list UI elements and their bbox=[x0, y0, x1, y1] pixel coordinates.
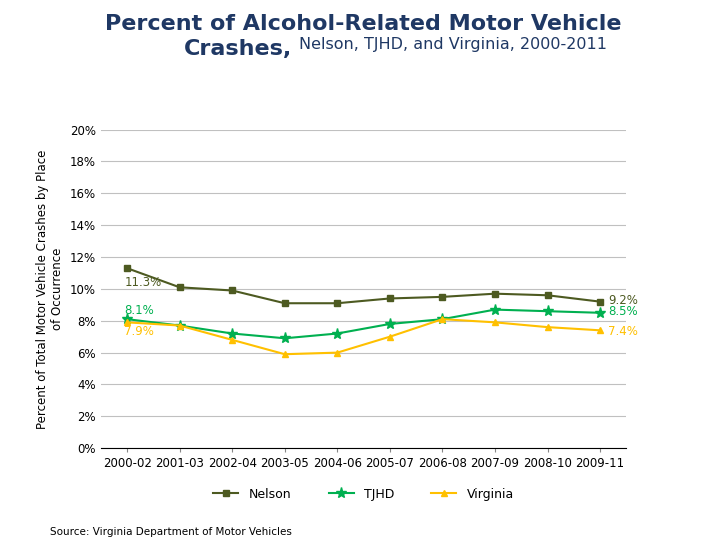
Text: Percent of Alcohol-Related Motor Vehicle: Percent of Alcohol-Related Motor Vehicle bbox=[105, 14, 622, 33]
Text: 8.1%: 8.1% bbox=[125, 304, 154, 317]
Text: Nelson, TJHD, and Virginia, 2000-2011: Nelson, TJHD, and Virginia, 2000-2011 bbox=[299, 37, 607, 52]
Legend: Nelson, TJHD, Virginia: Nelson, TJHD, Virginia bbox=[209, 483, 518, 505]
Text: Crashes,: Crashes, bbox=[184, 39, 292, 59]
Text: 11.3%: 11.3% bbox=[125, 276, 162, 289]
Text: Source: Virginia Department of Motor Vehicles: Source: Virginia Department of Motor Veh… bbox=[50, 526, 292, 537]
Text: 9.2%: 9.2% bbox=[608, 294, 638, 307]
Text: 7.9%: 7.9% bbox=[125, 325, 154, 338]
Y-axis label: Percent of Total Motor Vehicle Crashes by Place
of Occurrence: Percent of Total Motor Vehicle Crashes b… bbox=[36, 149, 64, 429]
Text: 8.5%: 8.5% bbox=[608, 306, 638, 319]
Text: 7.4%: 7.4% bbox=[608, 325, 638, 338]
